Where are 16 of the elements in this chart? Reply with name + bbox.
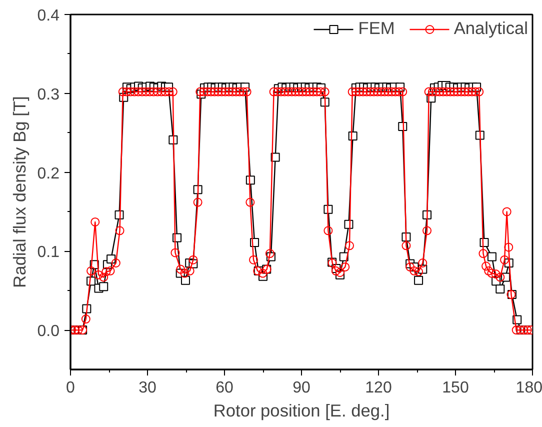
x-axis-title: Rotor position [E. deg.] bbox=[213, 400, 390, 420]
x-tick-label: 0 bbox=[66, 380, 76, 396]
x-tick-label: 180 bbox=[516, 380, 542, 396]
legend-label: FEM bbox=[358, 18, 395, 39]
y-tick-label: 0.1 bbox=[37, 244, 60, 262]
x-tick-label: 60 bbox=[216, 380, 234, 396]
x-tick-label: 90 bbox=[292, 380, 310, 396]
y-tick-label: 0.2 bbox=[37, 165, 60, 182]
y-tick-label: 0.3 bbox=[37, 86, 60, 104]
y-tick-label: 0.0 bbox=[37, 323, 60, 340]
y-axis-title: Radial flux density Bg [T] bbox=[9, 96, 30, 288]
y-tick-label: 0.4 bbox=[37, 8, 60, 24]
legend-label: Analytical bbox=[454, 18, 528, 39]
x-tick-label: 30 bbox=[138, 380, 156, 396]
x-tick-label: 150 bbox=[442, 380, 469, 396]
x-tick-label: 120 bbox=[365, 380, 392, 396]
